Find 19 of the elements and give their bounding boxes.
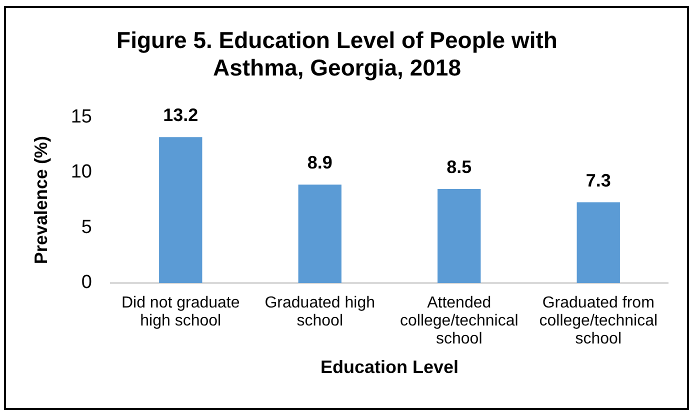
y-tick-label: 10 <box>70 162 92 183</box>
bar <box>576 202 620 283</box>
y-tick-label: 0 <box>81 272 92 294</box>
x-tick-label: Attended college/technical school <box>400 294 518 348</box>
y-tick-label: 5 <box>81 216 92 238</box>
data-label: 8.5 <box>446 157 472 178</box>
x-tick-label: Did not graduate high school <box>121 294 240 330</box>
data-label: 8.9 <box>307 152 332 173</box>
bar <box>438 189 481 283</box>
bar <box>298 184 342 283</box>
chart-title: Figure 5. Education Level of People with Asthma, Georgia, 2018 <box>116 27 558 81</box>
data-label: 13.2 <box>163 105 198 126</box>
x-axis-title: Education Level <box>320 357 459 378</box>
data-label: 7.3 <box>586 170 611 190</box>
x-tick-label: Graduated high school <box>264 294 376 330</box>
y-axis-title: Prevalence (%) <box>30 136 51 264</box>
x-tick-label: Graduated from college/technical school <box>539 294 658 348</box>
y-tick-label: 15 <box>70 106 92 128</box>
bar <box>159 137 202 283</box>
